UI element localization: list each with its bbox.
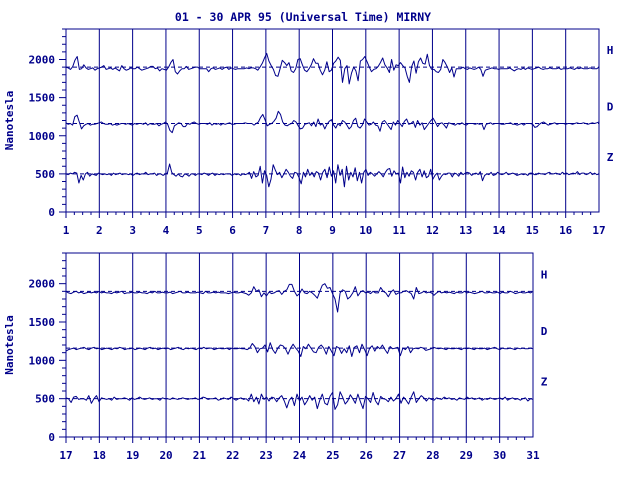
x-tick-label: 31 [526,449,540,462]
y-tick-label: 500 [35,393,55,406]
x-tick-label: 18 [93,449,106,462]
x-tick-label: 19 [126,449,139,462]
x-tick-label: 22 [226,449,239,462]
x-tick-label: 20 [159,449,172,462]
component-label-z: Z [541,376,548,389]
series-line-d [65,110,600,134]
y-axis-label: Nanotesla [3,315,16,375]
y-tick-label: 1500 [29,92,56,105]
series-line-z [65,163,600,188]
component-label-h: H [541,268,548,281]
x-tick-label: 30 [493,449,506,462]
chart-title: 01 - 30 APR 95 (Universal Time) MIRNY [175,10,431,24]
x-tick-label: 5 [196,224,203,237]
x-tick-label: 28 [426,449,439,462]
x-tick-label: 17 [592,224,605,237]
panel-top: 1 2 3 4 5 6 7 8 9 10 11 12 13 14 15 16 17050010001500200… [3,28,614,237]
x-tick-label: 16 [559,224,573,237]
x-tick-label: 2 [96,224,103,237]
y-tick-label: 2000 [29,54,56,67]
x-tick-label: 9 [329,224,336,237]
y-tick-label: 1000 [29,130,56,143]
y-tick-label: 2000 [29,278,56,291]
x-tick-label: 27 [393,449,406,462]
x-tick-label: 14 [492,224,506,237]
y-tick-label: 0 [48,431,55,444]
series-line-d [65,342,534,357]
series-line-z [65,391,534,410]
x-tick-label: 11 [393,224,407,237]
component-label-z: Z [607,151,614,164]
x-tick-label: 12 [426,224,439,237]
series-line-h [65,283,534,313]
component-label-h: H [607,44,614,57]
x-tick-label: 24 [293,449,307,462]
x-tick-label: 15 [526,224,539,237]
y-tick-label: 0 [48,206,55,219]
x-tick-label: 17 [59,449,72,462]
x-tick-label: 23 [260,449,273,462]
x-tick-label: 1 [63,224,70,237]
x-tick-label: 7 [263,224,270,237]
y-tick-label: 1500 [29,316,56,329]
x-tick-label: 21 [193,449,207,462]
component-label-d: D [607,101,614,114]
x-tick-label: 6 [229,224,236,237]
x-tick-label: 25 [326,449,339,462]
y-axis-label: Nanotesla [3,91,16,151]
x-tick-label: 10 [359,224,372,237]
component-label-d: D [541,325,548,338]
series-line-h [65,52,600,85]
x-tick-label: 29 [460,449,473,462]
y-tick-label: 500 [35,168,55,181]
x-tick-label: 3 [129,224,136,237]
x-tick-label: 4 [163,224,170,237]
panel-bottom: 17 18 19 20 21 22 23 24 25 26 27 28 29 30 31 0 500 1000 15… [3,252,548,462]
y-tick-label: 1000 [29,354,56,367]
x-tick-label: 13 [459,224,472,237]
x-tick-label: 26 [360,449,374,462]
x-tick-label: 8 [296,224,303,237]
